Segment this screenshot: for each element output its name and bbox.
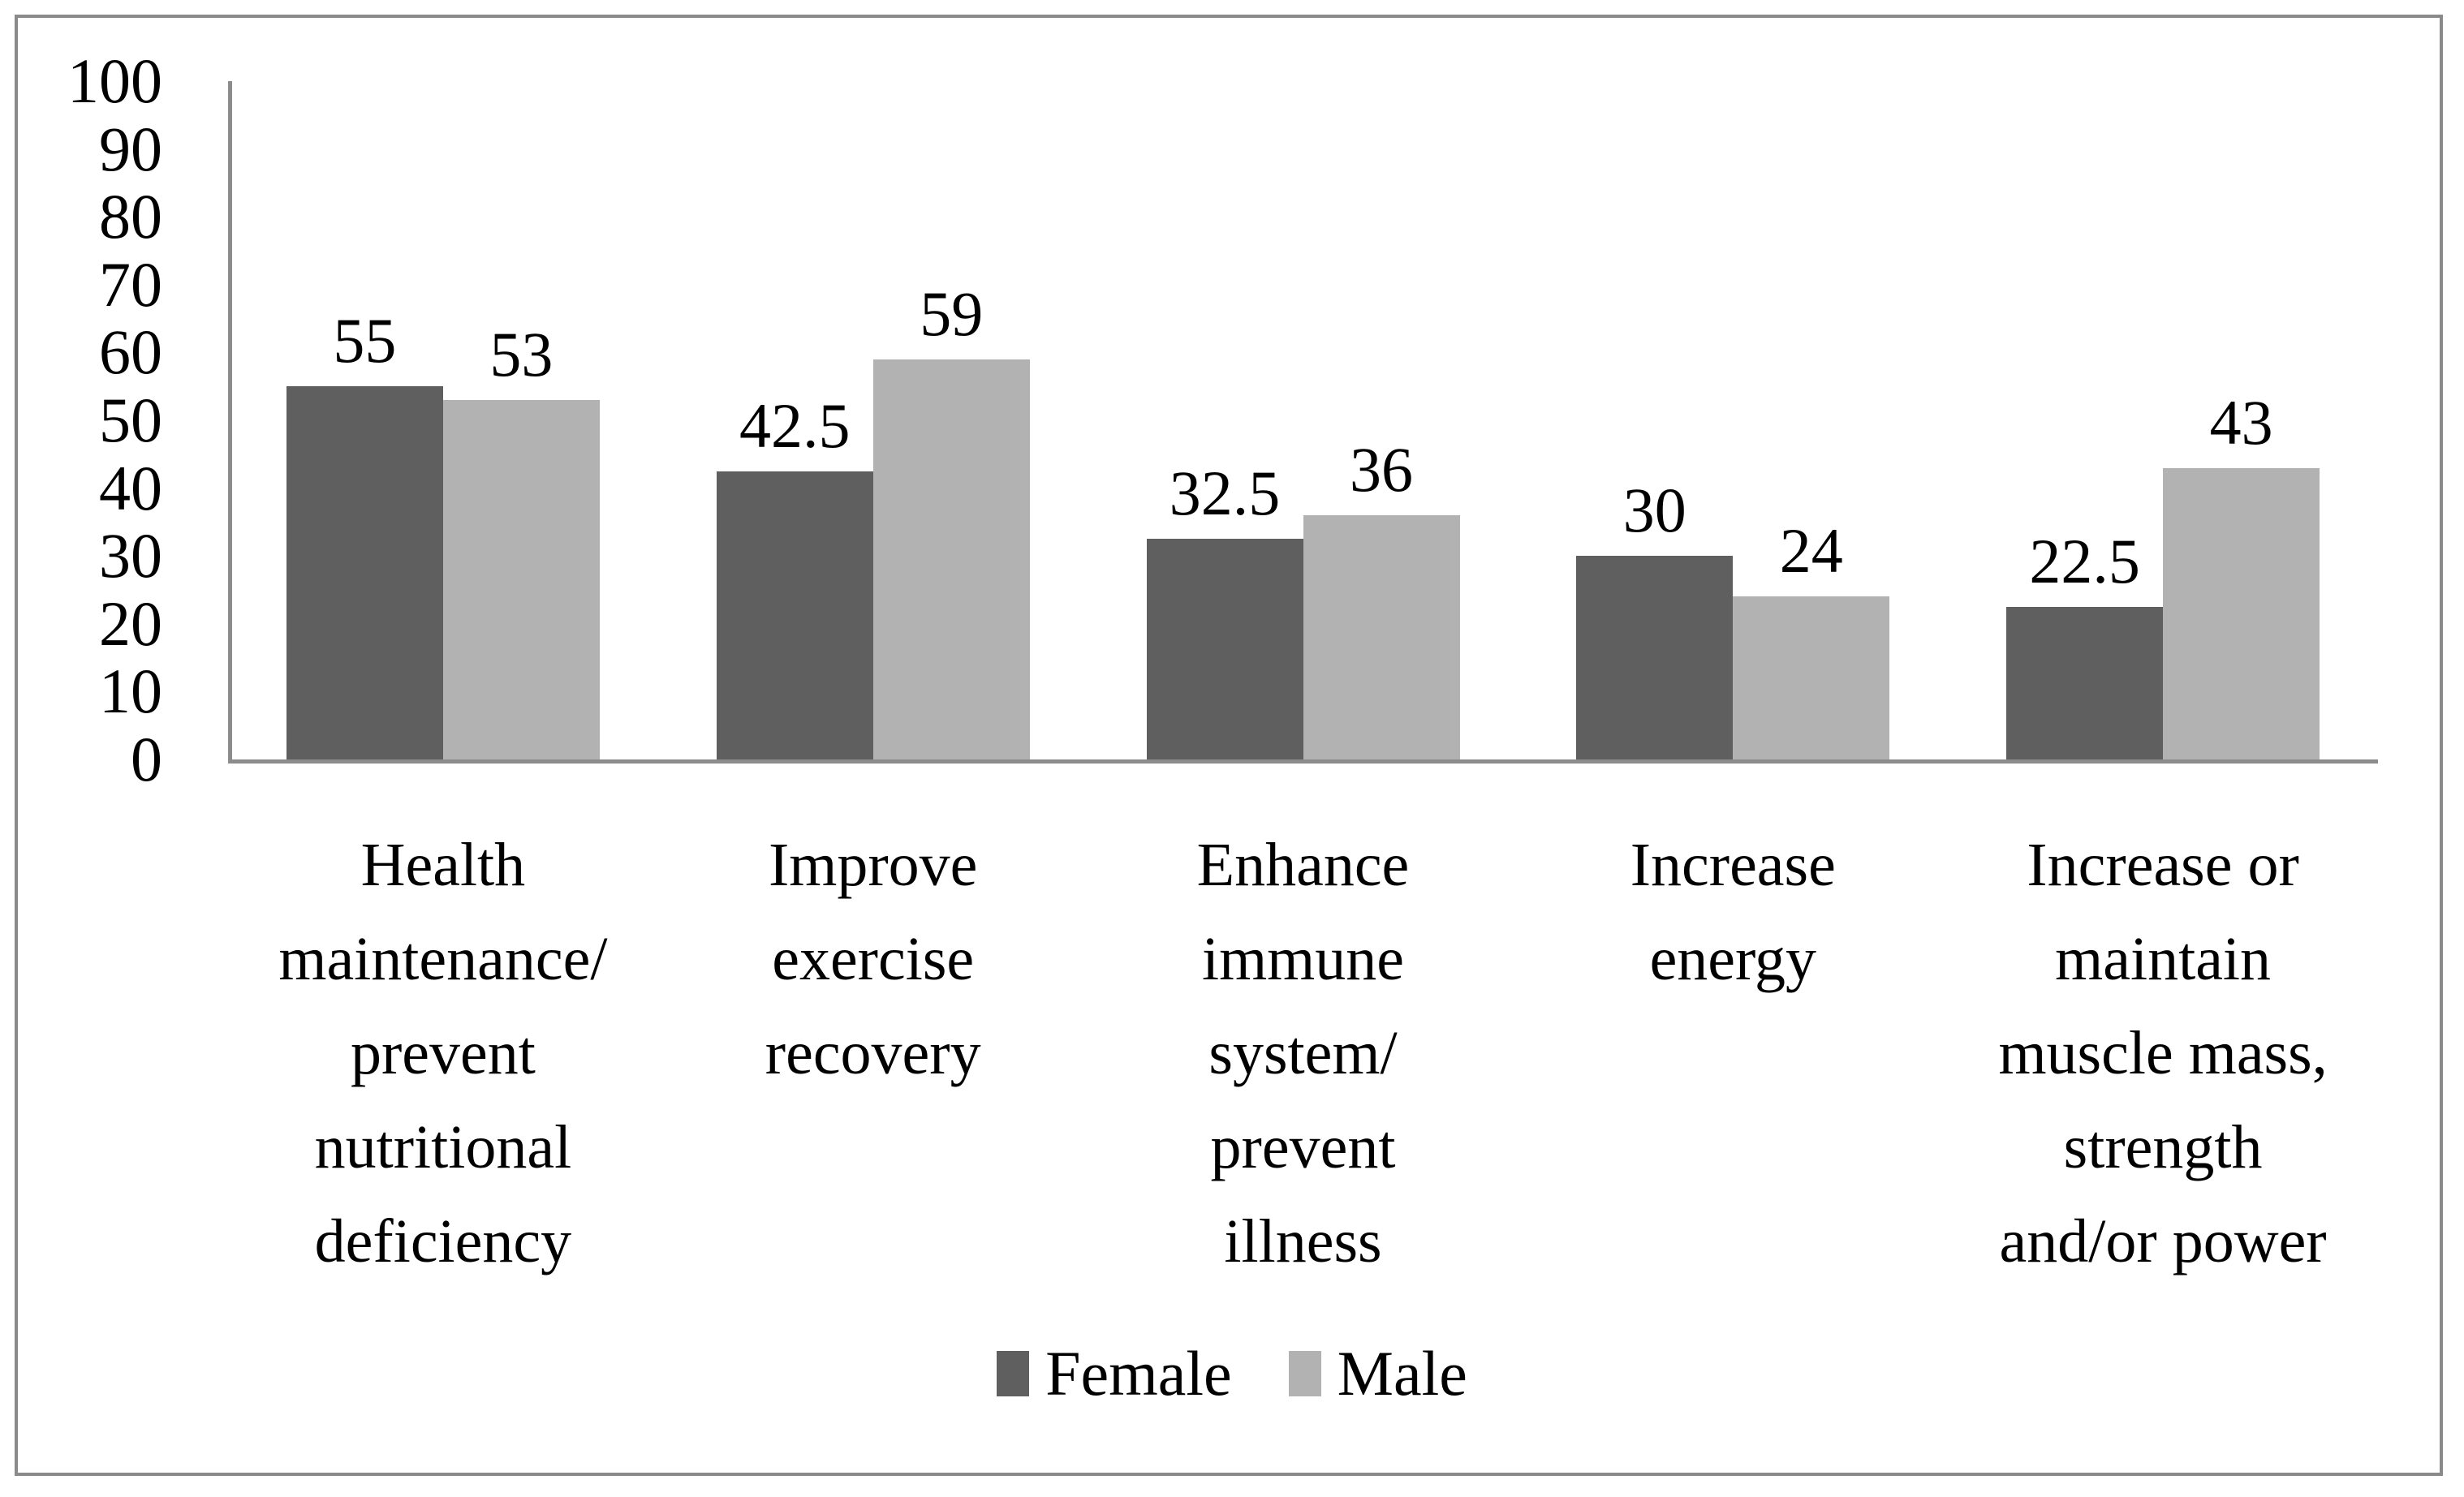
data-label-female-cat4: 30 [1622,475,1686,546]
data-label-male-cat4: 24 [1779,515,1843,587]
category-label-4: Increase energy [1630,831,1836,993]
data-label-female-cat5: 22.5 [2029,525,2140,596]
bar-male-cat5 [2163,467,2320,759]
y-axis-line [228,81,232,764]
y-tick-label-60: 60 [99,316,162,388]
bar-female-cat1 [286,386,443,759]
y-tick-label-80: 80 [99,181,162,252]
legend: Female Male [0,1337,2464,1410]
data-label-female-cat1: 55 [333,305,397,376]
bar-male-cat2 [872,359,1030,759]
y-tick-label-20: 20 [99,587,162,659]
category-label-2: Improve exercise recovery [765,831,981,1087]
data-label-female-cat2: 42.5 [739,389,851,461]
y-tick-label-90: 90 [99,113,162,184]
bar-male-cat4 [1733,596,1890,759]
data-label-female-cat3: 32.5 [1169,458,1281,529]
y-tick-label-40: 40 [99,452,162,523]
data-label-male-cat5: 43 [2209,386,2273,458]
data-label-male-cat1: 53 [489,318,554,389]
bar-female-cat3 [1146,539,1303,759]
y-tick-label-30: 30 [99,520,162,591]
y-tick-label-50: 50 [99,385,162,455]
y-tick-label-10: 10 [99,656,162,727]
category-label-1: Health maintenance/ prevent nutritional … [278,831,608,1275]
bar-male-cat3 [1303,515,1460,759]
category-label-5: Increase or maintain muscle mass, streng… [1998,831,2328,1275]
bar-female-cat2 [716,471,873,759]
x-axis-line [228,759,2378,764]
y-tick-label-100: 100 [67,45,162,116]
data-label-male-cat3: 36 [1350,434,1413,505]
bar-male-cat1 [442,399,600,759]
figure-border: 100 90 80 70 60 50 40 30 20 10 0 55 53 42.5 59 32.5 36 3… [15,15,2443,1476]
legend-item-male: Male [1288,1337,1467,1410]
legend-swatch-female-icon [997,1351,1030,1396]
y-tick-label-0: 0 [131,724,162,794]
legend-label-male: Male [1337,1338,1467,1409]
legend-label-female: Female [1045,1338,1232,1409]
legend-item-female: Female [997,1337,1232,1410]
bar-female-cat5 [2006,606,2164,759]
bar-female-cat4 [1576,556,1734,759]
category-label-3: Enhance immune system/ prevent illness [1196,831,1410,1275]
data-label-male-cat2: 59 [920,277,984,349]
y-tick-label-70: 70 [99,248,162,320]
legend-swatch-male-icon [1288,1351,1321,1396]
